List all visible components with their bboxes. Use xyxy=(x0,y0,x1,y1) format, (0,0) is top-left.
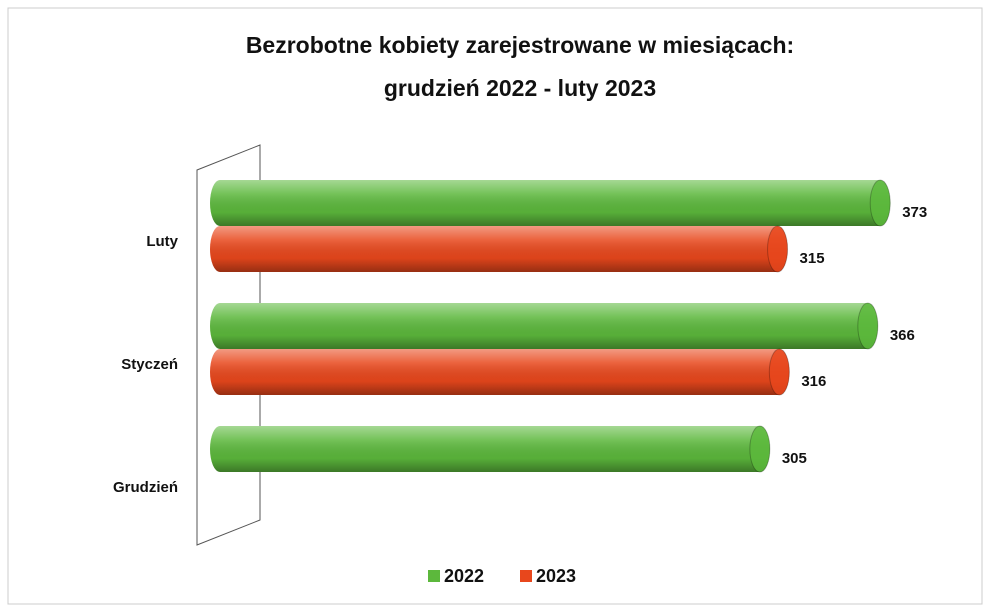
y-tick-label: Styczeń xyxy=(121,356,178,373)
bar-shade xyxy=(210,426,770,472)
data-label: 315 xyxy=(800,250,825,267)
bar-cap xyxy=(749,425,771,473)
bar-shade xyxy=(210,180,891,226)
bar-cap xyxy=(857,302,879,350)
bar-cap xyxy=(767,225,789,273)
legend-swatch xyxy=(428,570,440,582)
data-label: 316 xyxy=(801,373,826,390)
y-tick-label: Luty xyxy=(146,233,178,250)
chart-title: grudzień 2022 - luty 2023 xyxy=(384,75,656,101)
data-label: 373 xyxy=(902,204,927,221)
data-label: 366 xyxy=(890,327,915,344)
bar-shade xyxy=(210,349,790,395)
bar-cap xyxy=(768,348,790,396)
y-tick-label: Grudzień xyxy=(113,479,178,496)
back-wall xyxy=(196,144,261,546)
data-label: 305 xyxy=(782,450,807,467)
bar-shade xyxy=(210,303,878,349)
chart-title: Bezrobotne kobiety zarejestrowane w mies… xyxy=(246,32,794,58)
bar-cap xyxy=(869,179,891,227)
legend-swatch xyxy=(520,570,532,582)
legend-label: 2023 xyxy=(536,566,576,586)
legend-label: 2022 xyxy=(444,566,484,586)
bar-shade xyxy=(210,226,788,272)
